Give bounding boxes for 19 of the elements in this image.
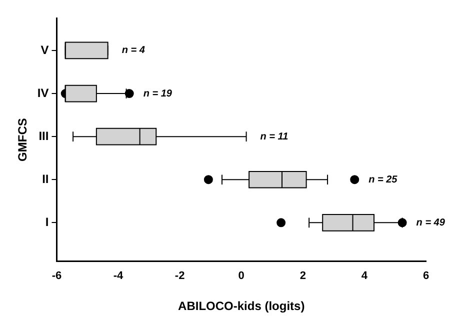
y-tick-label: I xyxy=(45,214,49,229)
annotation: n = 11 xyxy=(260,131,289,142)
annotation: n = 25 xyxy=(368,174,398,186)
x-tick-label: -6 xyxy=(52,270,62,282)
y-tick-label: V xyxy=(40,42,49,57)
x-tick-label: 2 xyxy=(300,270,306,282)
annotation: n = 4 xyxy=(122,45,146,56)
x-tick-label: 0 xyxy=(238,270,244,282)
y-tick-label: II xyxy=(42,172,49,186)
annotation: n = 49 xyxy=(416,217,446,228)
y-axis-title: GMFCS xyxy=(16,118,30,162)
y-tick-label: III xyxy=(38,128,49,143)
annotation: n = 19 xyxy=(143,88,172,100)
x-tick-label: 4 xyxy=(361,270,368,282)
x-tick-label: -4 xyxy=(113,270,124,282)
y-tick-label: IV xyxy=(37,86,49,100)
x-tick-label: 6 xyxy=(422,270,430,282)
x-tick-label: -2 xyxy=(174,270,185,282)
x-axis-title: ABILOCO-kids (logits) xyxy=(178,299,305,314)
